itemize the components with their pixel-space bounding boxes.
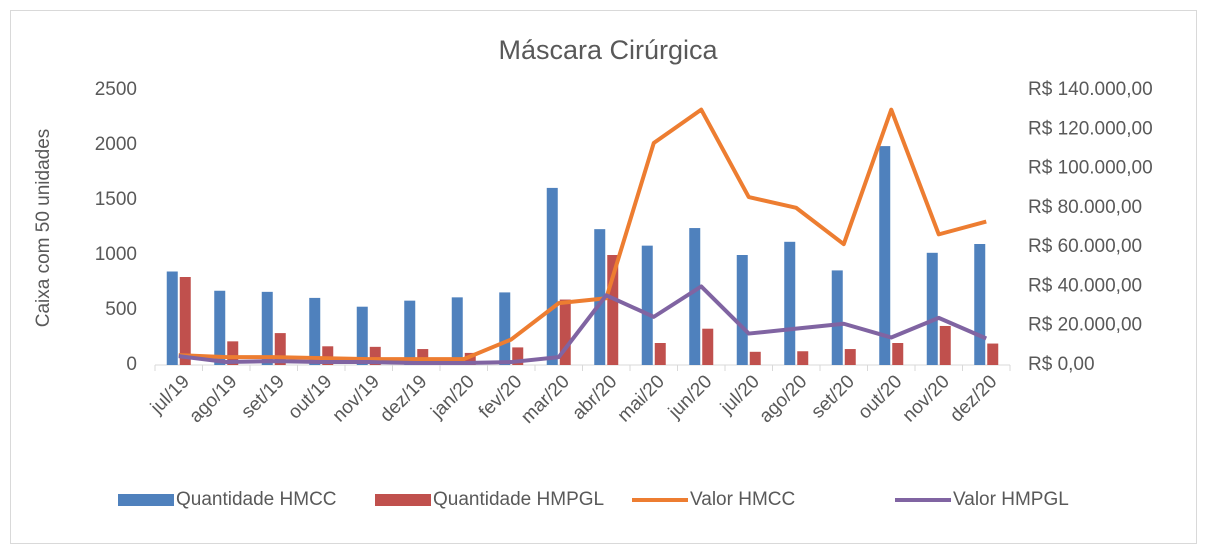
bar [309,297,321,365]
bar [974,244,986,365]
bar [166,271,178,365]
y-tick-label: 500 [105,299,137,320]
bar [227,341,239,365]
y-tick-label: 1500 [95,189,137,210]
bar [844,349,856,365]
bar [831,270,843,365]
bar [641,245,653,365]
y-tick-label: 0 [126,354,137,375]
y2-tick-label: R$ 20.000,00 [1028,315,1142,336]
y2-tick-label: R$ 80.000,00 [1028,197,1142,218]
bar [749,351,761,365]
bar [879,146,891,365]
y2-tick-label: R$ 140.000,00 [1028,79,1153,100]
chart-title: Máscara Cirúrgica [498,35,718,65]
bar [892,343,904,365]
y-tick-label: 1000 [95,244,137,265]
bar [512,347,524,365]
legend-swatch [118,494,174,506]
legend-label: Valor HMPGL [953,489,1069,510]
bar [546,187,558,365]
legend-label: Quantidade HMPGL [433,489,604,510]
bar [451,297,463,365]
bar [784,241,796,365]
y-axis-label: Caixa com 50 unidades [33,129,54,328]
bar [274,333,286,365]
bar [702,328,714,365]
legend-label: Quantidade HMCC [176,489,337,510]
bar [939,325,951,365]
bar [369,346,381,365]
bar [261,291,273,365]
y2-tick-label: R$ 0,00 [1028,354,1095,375]
legend-label: Valor HMCC [690,489,795,510]
bar [689,228,701,365]
bar [404,300,416,365]
y2-tick-label: R$ 60.000,00 [1028,236,1142,257]
bar [654,343,666,365]
y2-tick-label: R$ 120.000,00 [1028,118,1153,139]
line-series [178,107,987,362]
bar [797,351,809,365]
bar [607,255,619,365]
bar [464,352,476,365]
y2-tick-label: R$ 40.000,00 [1028,275,1142,296]
y-tick-label: 2500 [95,79,137,100]
bar [499,292,511,365]
bar [356,306,368,365]
bar [926,252,938,365]
bar [417,349,429,365]
bar [179,277,191,365]
y2-tick-label: R$ 100.000,00 [1028,158,1153,179]
bar [559,299,571,365]
y-tick-label: 2000 [95,134,137,155]
bar [322,346,334,365]
line-series [178,284,988,366]
legend-swatch [375,494,431,506]
bar [987,343,999,365]
bar [736,255,748,365]
bar [214,290,226,365]
